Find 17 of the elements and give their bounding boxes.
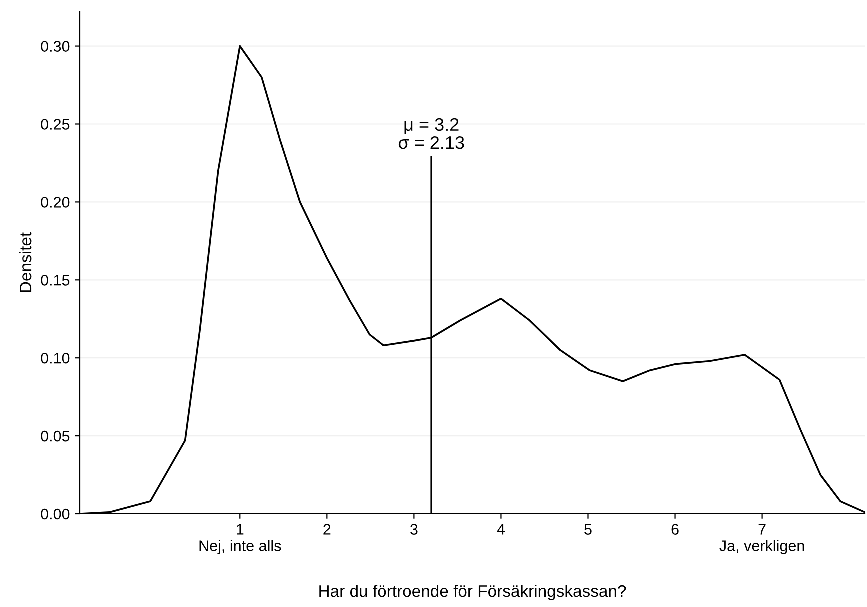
x-tick-label: 5 bbox=[584, 524, 592, 535]
x-tick-label: 7 Ja, verkligen bbox=[720, 524, 804, 554]
annotation: μ = 3.2 σ = 2.13 bbox=[398, 118, 464, 150]
x-tick-label: 4 bbox=[497, 524, 506, 535]
y-tick-label: 0.30 bbox=[41, 41, 70, 52]
y-tick-label: 0.20 bbox=[41, 197, 70, 208]
x-tick-label: 1 Nej, inte alls bbox=[200, 524, 282, 554]
y-tick-label: 0.05 bbox=[41, 430, 70, 442]
y-tick-label: 0.00 bbox=[41, 508, 70, 520]
y-tick-label: 0.25 bbox=[41, 119, 70, 130]
y-tick-label: 0.15 bbox=[41, 275, 70, 286]
x-tick-label: 6 bbox=[672, 524, 679, 535]
y-tick-label: 0.10 bbox=[41, 352, 70, 364]
x-axis-title: Har du förtroende för Försäkringskassan? bbox=[320, 584, 626, 601]
x-tick-label: 2 bbox=[324, 524, 331, 535]
y-axis-title: Densitet bbox=[19, 232, 32, 292]
x-tick-label: 3 bbox=[410, 524, 418, 535]
